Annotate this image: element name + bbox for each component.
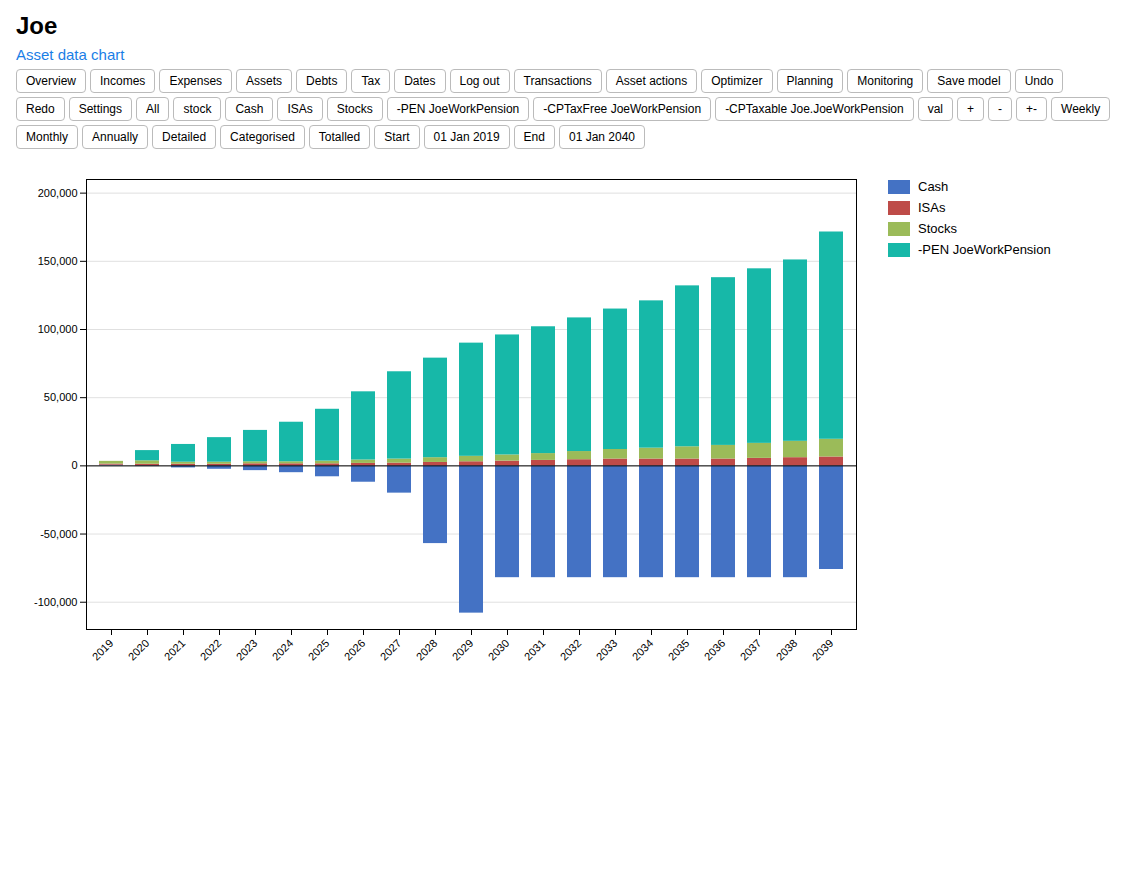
svg-text:2030: 2030	[486, 637, 512, 663]
html-text:Incomes: Incomes	[100, 74, 146, 88]
html-text:Monthly: Monthly	[26, 130, 68, 144]
html-text:ISAs: ISAs	[287, 102, 313, 116]
svg-text:0: 0	[71, 459, 77, 471]
svg-text:50,000: 50,000	[44, 391, 78, 403]
html-text:Transactions: Transactions	[523, 74, 592, 88]
html-text:-CPTaxable Joe.JoeWorkPension: -CPTaxable Joe.JoeWorkPension	[725, 102, 904, 116]
svg-text:2024: 2024	[270, 637, 296, 663]
svg-text:2026: 2026	[342, 637, 368, 663]
html-text:val: val	[927, 102, 943, 116]
html-text:Tax: Tax	[361, 74, 381, 88]
svg-text:2029: 2029	[450, 637, 476, 663]
svg-text:200,000: 200,000	[38, 187, 78, 199]
html-text:Monitoring: Monitoring	[857, 74, 914, 88]
html-text:Settings: Settings	[78, 102, 122, 116]
svg-text:2038: 2038	[774, 637, 800, 663]
html-text:Asset data chart: Asset data chart	[16, 46, 125, 63]
svg-text:100,000: 100,000	[38, 323, 78, 335]
html-text:01 Jan 2040: 01 Jan 2040	[569, 130, 635, 144]
svg-text:2028: 2028	[414, 637, 440, 663]
html-text:01 Jan 2019: 01 Jan 2019	[433, 130, 500, 144]
html-text:-PEN JoeWorkPension: -PEN JoeWorkPension	[396, 102, 520, 116]
html-text:Dates: Dates	[404, 74, 436, 88]
html-text:Asset actions: Asset actions	[615, 74, 688, 88]
html-text:Detailed: Detailed	[162, 130, 207, 144]
svg-text:2020: 2020	[126, 637, 152, 663]
html-text:Annually: Annually	[92, 130, 139, 144]
svg-text:2036: 2036	[702, 637, 728, 663]
html-text:Totalled: Totalled	[318, 130, 361, 144]
html-text:Start: Start	[384, 130, 410, 144]
html-text:Cash: Cash	[235, 102, 264, 116]
svg-text:2032: 2032	[558, 637, 584, 663]
html-text:Save model: Save model	[937, 74, 1001, 88]
html-text:-PEN JoeWorkPension: -PEN JoeWorkPension	[918, 242, 1051, 257]
svg-text:2039: 2039	[810, 637, 836, 663]
svg-text:-100,000: -100,000	[34, 596, 77, 608]
html-text:Debts: Debts	[306, 74, 338, 88]
svg-text:2023: 2023	[234, 637, 260, 663]
svg-text:2021: 2021	[162, 637, 188, 663]
html-text:Categorised: Categorised	[230, 130, 295, 144]
html-text:-CPTaxFree JoeWorkPension: -CPTaxFree JoeWorkPension	[543, 102, 702, 116]
html-text:Log out: Log out	[459, 74, 500, 88]
svg-text:2022: 2022	[198, 637, 224, 663]
html-text:Redo: Redo	[26, 102, 55, 116]
html-text:Stocks: Stocks	[336, 102, 373, 116]
html-text:ISAs: ISAs	[918, 200, 946, 215]
svg-text:2034: 2034	[630, 637, 656, 663]
svg-text:2033: 2033	[594, 637, 620, 663]
html-text:Optimizer: Optimizer	[711, 74, 763, 88]
html-text:End: End	[523, 130, 545, 144]
svg-text:2037: 2037	[738, 637, 764, 663]
svg-text:2035: 2035	[666, 637, 692, 663]
svg-text:2019: 2019	[90, 637, 116, 663]
html-text:stock: stock	[183, 102, 212, 116]
svg-text:150,000: 150,000	[38, 255, 78, 267]
html-text:Assets: Assets	[246, 74, 283, 88]
html-text:Planning: Planning	[786, 74, 834, 88]
svg-text:2025: 2025	[306, 637, 332, 663]
svg-text:2027: 2027	[378, 637, 404, 663]
svg-text:2031: 2031	[522, 637, 548, 663]
html-text:Joe: Joe	[16, 12, 58, 39]
html-text:Cash: Cash	[918, 179, 949, 194]
html-text:All: All	[146, 102, 160, 116]
svg-text:-50,000: -50,000	[40, 528, 77, 540]
html-text:Stocks: Stocks	[918, 221, 957, 236]
html-text:Expenses: Expenses	[169, 74, 223, 88]
html-text:Weekly: Weekly	[1061, 102, 1101, 116]
html-text:Overview: Overview	[26, 74, 76, 88]
html-text:Undo: Undo	[1024, 74, 1054, 88]
